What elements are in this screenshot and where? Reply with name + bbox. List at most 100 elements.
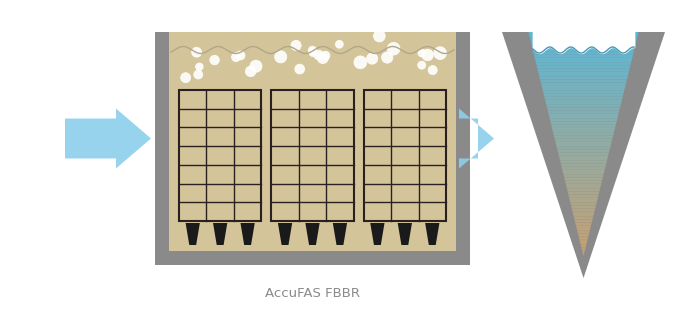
Polygon shape [551, 124, 616, 127]
Polygon shape [571, 206, 596, 208]
Polygon shape [186, 223, 200, 245]
Polygon shape [564, 177, 603, 180]
Circle shape [373, 30, 385, 42]
Polygon shape [573, 214, 594, 217]
Polygon shape [542, 88, 625, 91]
Polygon shape [571, 203, 597, 206]
Polygon shape [540, 77, 628, 80]
Polygon shape [539, 74, 629, 77]
Polygon shape [580, 239, 588, 242]
Polygon shape [459, 109, 494, 169]
Polygon shape [541, 82, 627, 85]
Circle shape [181, 73, 190, 83]
Polygon shape [555, 141, 612, 144]
Circle shape [382, 52, 393, 63]
Polygon shape [533, 51, 634, 54]
Circle shape [317, 52, 328, 64]
Polygon shape [579, 236, 589, 239]
Polygon shape [535, 60, 632, 63]
Polygon shape [562, 169, 605, 172]
Polygon shape [531, 43, 636, 46]
Bar [155, 251, 470, 265]
Polygon shape [577, 228, 591, 231]
Polygon shape [566, 183, 602, 186]
Polygon shape [333, 223, 347, 245]
Polygon shape [502, 32, 665, 278]
Polygon shape [581, 245, 586, 248]
Polygon shape [532, 46, 635, 49]
Polygon shape [559, 155, 609, 158]
Circle shape [366, 53, 377, 64]
Polygon shape [578, 231, 590, 234]
Polygon shape [546, 105, 621, 108]
Polygon shape [549, 116, 618, 119]
Polygon shape [552, 127, 615, 130]
Bar [364, 90, 446, 221]
Circle shape [422, 49, 433, 61]
Polygon shape [547, 108, 620, 111]
Circle shape [314, 50, 324, 60]
Polygon shape [583, 253, 584, 256]
Polygon shape [533, 49, 635, 51]
Circle shape [210, 55, 219, 65]
Polygon shape [575, 220, 593, 222]
Bar [271, 90, 354, 221]
Polygon shape [553, 130, 615, 133]
Polygon shape [582, 248, 586, 250]
Polygon shape [550, 119, 618, 122]
Circle shape [418, 49, 426, 57]
Polygon shape [564, 175, 604, 177]
Polygon shape [580, 242, 587, 245]
Circle shape [195, 63, 203, 71]
Circle shape [236, 51, 245, 60]
Circle shape [387, 42, 400, 55]
Polygon shape [538, 71, 629, 74]
Polygon shape [554, 135, 613, 138]
Polygon shape [553, 133, 614, 135]
Polygon shape [531, 40, 637, 43]
Polygon shape [560, 158, 608, 161]
Circle shape [192, 47, 201, 57]
Circle shape [232, 53, 240, 62]
Polygon shape [534, 54, 633, 57]
Circle shape [308, 46, 317, 55]
Polygon shape [213, 223, 227, 245]
Polygon shape [572, 208, 595, 211]
Circle shape [309, 49, 317, 56]
Polygon shape [582, 250, 585, 253]
Circle shape [194, 70, 203, 79]
Polygon shape [397, 223, 412, 245]
Polygon shape [569, 197, 598, 200]
Polygon shape [548, 111, 620, 113]
Polygon shape [551, 122, 617, 124]
Polygon shape [371, 223, 384, 245]
Polygon shape [544, 96, 623, 99]
Bar [456, 32, 470, 265]
Polygon shape [566, 186, 601, 189]
Polygon shape [543, 91, 624, 93]
Circle shape [295, 64, 304, 74]
Polygon shape [562, 166, 606, 169]
Polygon shape [542, 85, 626, 88]
Polygon shape [569, 195, 599, 197]
Circle shape [250, 60, 262, 72]
Polygon shape [546, 102, 622, 105]
Polygon shape [558, 150, 610, 153]
Circle shape [335, 40, 343, 48]
Polygon shape [570, 200, 598, 203]
Polygon shape [563, 172, 604, 175]
Polygon shape [567, 189, 600, 192]
Bar [155, 32, 169, 265]
Polygon shape [557, 147, 611, 150]
Circle shape [321, 51, 330, 60]
Polygon shape [537, 66, 631, 69]
Polygon shape [576, 225, 591, 228]
Polygon shape [575, 222, 592, 225]
Polygon shape [536, 63, 631, 66]
Polygon shape [530, 38, 638, 40]
Polygon shape [535, 57, 633, 60]
Circle shape [434, 47, 446, 59]
Bar [179, 90, 262, 221]
Polygon shape [306, 223, 319, 245]
Polygon shape [573, 211, 595, 214]
